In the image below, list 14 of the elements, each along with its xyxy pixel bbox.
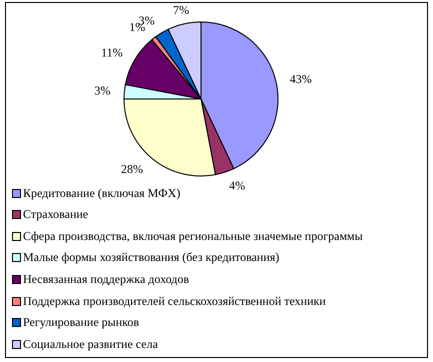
legend-label: Страхование	[23, 207, 88, 222]
legend-label: Малые формы хозяйствования (без кредитования)	[23, 250, 280, 266]
data-label: 11%	[101, 46, 123, 60]
legend-label: Поддержка производителей сельскохозяйственной техники	[23, 294, 326, 309]
data-label: 4%	[229, 178, 246, 193]
legend-label: Кредитование (включая МФХ)	[23, 186, 180, 201]
legend-label: Социальное развитие села	[23, 336, 158, 352]
data-label: 7%	[173, 3, 190, 18]
data-label: 43%	[290, 72, 312, 86]
data-label: 3%	[94, 83, 110, 98]
data-label: 28%	[120, 162, 143, 176]
legend-label: Сфера производства, включая региональные значемые программы	[23, 228, 363, 244]
legend-label: Несвязанная поддержка доходов	[23, 272, 190, 287]
legend-label: Регулирование рынков	[23, 315, 140, 330]
